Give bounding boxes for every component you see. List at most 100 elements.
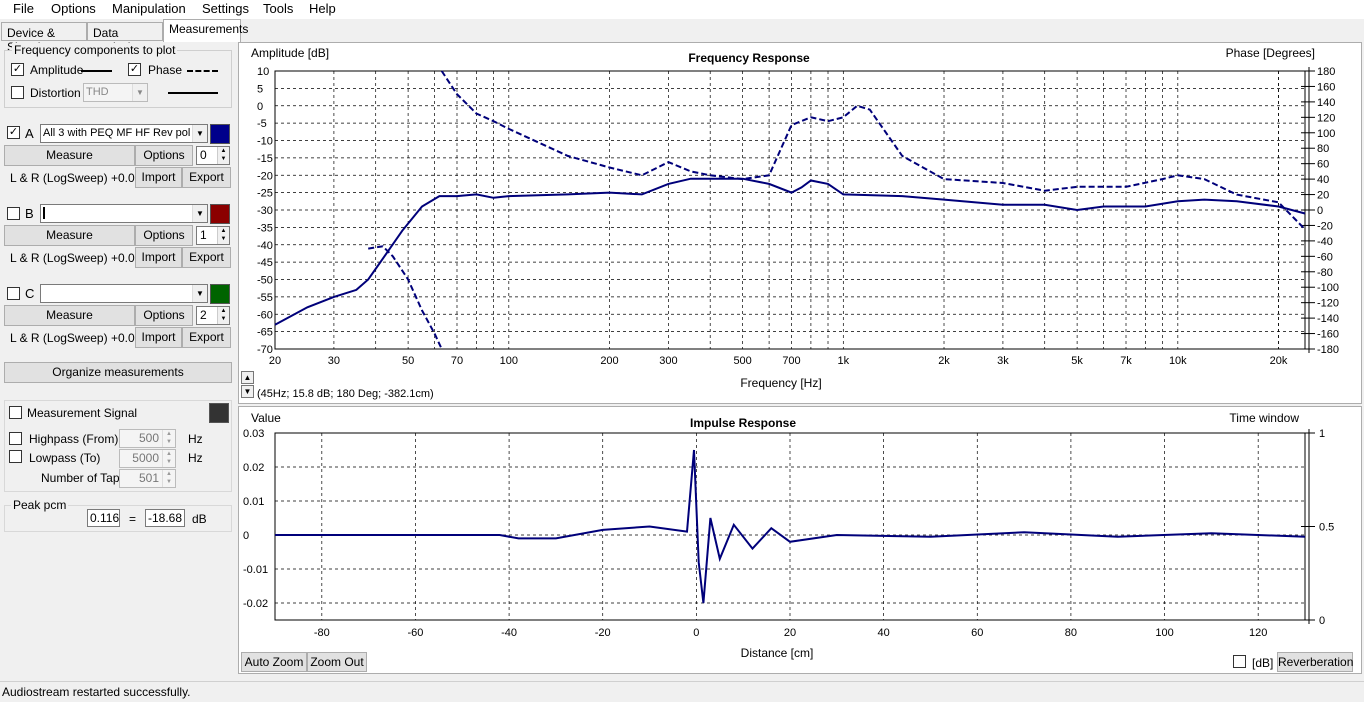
reverberation-button[interactable]: Reverberation (1277, 652, 1353, 672)
measurement-a-spinner-value: 0 (200, 148, 207, 162)
phase-line-sample (187, 70, 218, 72)
peak-db-unit: dB (192, 512, 207, 526)
spin-arrows-icon[interactable]: ▲ ▼ (217, 227, 229, 244)
measurement-a-measure-button[interactable]: Measure (4, 145, 135, 166)
lowpass-input[interactable]: 5000 ▲ ▼ (119, 449, 176, 468)
measurement-c-measure-button[interactable]: Measure (4, 305, 135, 326)
freq-xtick-label: 700 (782, 355, 800, 367)
impulse-xtick-label: 120 (1249, 627, 1267, 639)
freq-series-0-amplitude (274, 177, 1306, 326)
freq-series-2-phase (440, 70, 1306, 231)
measurement-a-select[interactable]: All 3 with PEQ MF HF Rev pol ▼ (40, 124, 208, 143)
freq-ytick-label: -40 (257, 240, 273, 252)
spin-arrows-icon[interactable]: ▲ ▼ (217, 307, 229, 324)
taps-input[interactable]: 501 ▲ ▼ (119, 469, 176, 488)
measurement-c-export-button[interactable]: Export (182, 327, 231, 348)
tab-data-analysis[interactable]: Data analysis (87, 22, 163, 54)
phase-checkbox[interactable]: ✓ (128, 63, 141, 76)
tab-measurements[interactable]: Measurements (163, 19, 248, 42)
measurement-b-spinner[interactable]: 1 ▲ ▼ (196, 226, 230, 245)
measurement-c-select[interactable]: ▼ (40, 284, 208, 303)
scroll-up-icon[interactable]: ▲ (241, 371, 254, 384)
menu-file[interactable]: File (13, 1, 34, 16)
distortion-checkbox[interactable] (11, 86, 24, 99)
freq-y2tick-label: -160 (1317, 329, 1339, 341)
distortion-select[interactable]: THD ▼ (83, 83, 148, 102)
frequency-response-panel: 10 5 0 -5 -10 -15 -20 -25 -30 -35 -40 -45 -50 -55 -60-… (238, 42, 1362, 404)
menu-options[interactable]: Options (51, 1, 96, 16)
highpass-label: Highpass (From) (29, 432, 119, 446)
freq-xtick-label: 200 (600, 355, 618, 367)
measurement-b-select[interactable]: ▼ (40, 204, 208, 223)
chevron-down-icon: ▼ (192, 205, 207, 222)
measurement-a-color-swatch[interactable] (210, 124, 230, 144)
organize-measurements-button[interactable]: Organize measurements (4, 362, 232, 383)
measurement-b-info: L & R (LogSweep) +0.0dB (10, 251, 150, 265)
measurement-signal-checkbox[interactable] (9, 406, 22, 419)
amplitude-label: Amplitude (30, 63, 84, 77)
menu-help[interactable]: Help (309, 1, 336, 16)
measurement-c-import-button[interactable]: Import (135, 327, 182, 348)
zoom-out-button[interactable]: Zoom Out (307, 652, 367, 672)
measurement-signal-color-swatch[interactable] (209, 403, 229, 423)
impulse-xtick-label: 40 (878, 627, 890, 639)
menu-settings[interactable]: Settings (202, 1, 249, 16)
menu-tools[interactable]: Tools (263, 1, 294, 16)
measurement-a-export-button[interactable]: Export (182, 167, 231, 188)
impulse-xtick-label: 0 (693, 627, 699, 639)
impulse-ytick-label: 0.03 (243, 428, 264, 440)
freq-y2tick-label: 100 (1317, 128, 1335, 140)
impulse-response-chart[interactable]: -80 -60 -40 -20 0 20 40 60 80 100 1200.030.020.010… (239, 407, 1361, 673)
freq-y2tick-label: 20 (1317, 190, 1329, 202)
freq-ytick-label: -25 (257, 188, 273, 200)
freq-y2tick-label: 180 (1317, 66, 1335, 78)
spin-arrows-icon[interactable]: ▲ ▼ (162, 470, 175, 487)
amplitude-checkbox[interactable]: ✓ (11, 63, 24, 76)
measurement-b-options-button[interactable]: Options (135, 225, 193, 246)
freq-ytick-label: -20 (257, 170, 273, 182)
freq-plot-area (274, 70, 1306, 350)
measurement-c-options-button[interactable]: Options (135, 305, 193, 326)
freq-ytick-label: -35 (257, 222, 273, 234)
freq-xtick-label: 70 (451, 355, 463, 367)
highpass-input[interactable]: 500 ▲ ▼ (119, 429, 176, 448)
menu-manipulation[interactable]: Manipulation (112, 1, 186, 16)
measurement-b-color-swatch[interactable] (210, 204, 230, 224)
chevron-down-icon: ▼ (192, 285, 207, 302)
measurement-a-import-button[interactable]: Import (135, 167, 182, 188)
scroll-down-icon[interactable]: ▼ (241, 385, 254, 398)
peak-pcm-value: 0.116 (87, 509, 120, 527)
measurement-a-name: All 3 with PEQ MF HF Rev pol (43, 127, 191, 139)
measurement-c-spinner[interactable]: 2 ▲ ▼ (196, 306, 230, 325)
highpass-checkbox[interactable] (9, 432, 22, 445)
freq-ytick-label: -5 (257, 118, 267, 130)
impulse-xtick-label: 60 (971, 627, 983, 639)
spin-arrows-icon[interactable]: ▲ ▼ (162, 450, 175, 467)
peak-pcm-title: Peak pcm (11, 498, 69, 512)
measurement-c-color-swatch[interactable] (210, 284, 230, 304)
measurement-a-options-button[interactable]: Options (135, 145, 193, 166)
chevron-down-icon: ▼ (192, 125, 207, 142)
measurement-a-spinner[interactable]: 0 ▲ ▼ (196, 146, 230, 165)
measurement-c-checkbox[interactable] (7, 287, 20, 300)
measurement-b-export-button[interactable]: Export (182, 247, 231, 268)
spin-arrows-icon[interactable]: ▲ ▼ (162, 430, 175, 447)
freq-xtick-label: 50 (402, 355, 414, 367)
spin-arrows-icon[interactable]: ▲ ▼ (217, 147, 229, 164)
frequency-response-chart[interactable]: 1050-5-10-15-20-25-30-35-40-45-50-55-60-… (239, 43, 1361, 403)
text-cursor (43, 207, 45, 219)
freq-y2tick-label: 140 (1317, 97, 1335, 109)
measurement-a-checkbox[interactable]: ✓ (7, 126, 20, 139)
auto-zoom-button[interactable]: Auto Zoom (241, 652, 307, 672)
measurement-b-measure-button[interactable]: Measure (4, 225, 135, 246)
tab-device-signal[interactable]: Device & Signal (1, 22, 87, 54)
measurement-signal-label: Measurement Signal (27, 406, 138, 420)
measurement-b-import-button[interactable]: Import (135, 247, 182, 268)
lowpass-checkbox[interactable] (9, 450, 22, 463)
freq-y2tick-label: -180 (1317, 344, 1339, 356)
db-checkbox[interactable] (1233, 655, 1246, 668)
measurement-b-checkbox[interactable] (7, 207, 20, 220)
lowpass-label: Lowpass (To) (29, 451, 101, 465)
freq-xtick-label: 20 (269, 355, 281, 367)
impulse-xlabel: Distance [cm] (741, 646, 814, 660)
